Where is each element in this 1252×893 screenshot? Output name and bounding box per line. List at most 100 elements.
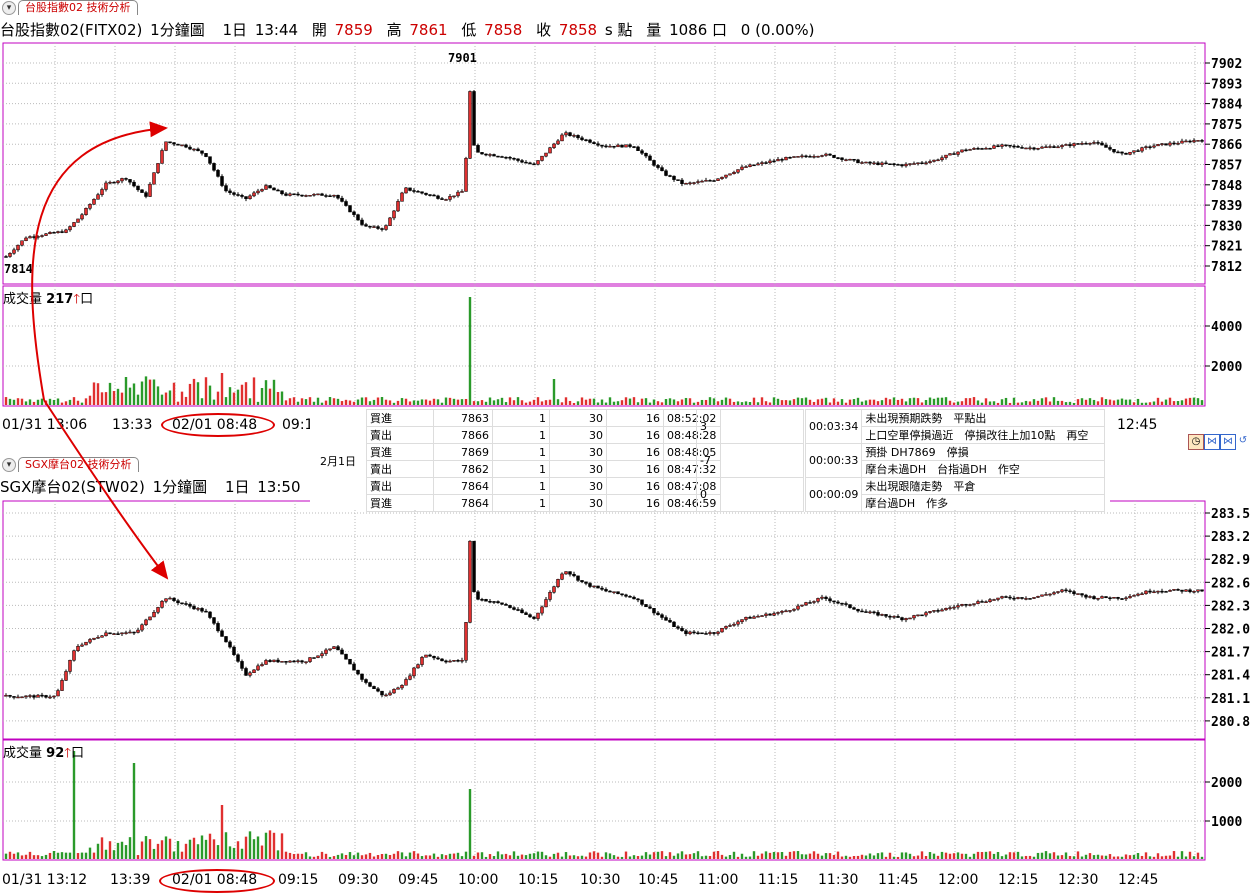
candle-body — [956, 151, 960, 155]
candle-body — [216, 623, 220, 632]
candle-body — [876, 162, 880, 165]
candle-body — [968, 149, 972, 151]
candle-body — [492, 601, 496, 603]
chart1-low-label: 低 — [461, 21, 477, 39]
volume-bar — [692, 402, 696, 405]
candle-body — [544, 599, 548, 608]
candle-body — [280, 661, 284, 663]
volume-bar — [212, 839, 216, 859]
candle-body — [280, 190, 284, 195]
volume-bar — [168, 838, 172, 859]
volume-bar — [748, 856, 752, 859]
volume-bar — [176, 401, 180, 405]
volume-bar — [344, 854, 348, 859]
volume-bar — [676, 401, 680, 405]
candle-body — [412, 190, 416, 192]
candle-body — [160, 150, 164, 164]
volume-bar — [832, 855, 836, 859]
volume-bar — [1080, 398, 1084, 405]
candle-body — [1056, 591, 1060, 593]
candle-body — [540, 606, 544, 614]
volume-bar — [468, 789, 472, 859]
chart1-tab[interactable]: 台股指數02 技術分析 — [18, 0, 138, 15]
volume-bar — [232, 392, 236, 405]
candle-body — [1024, 598, 1028, 600]
chart2-volume-label: 成交量 — [3, 746, 43, 761]
order-note: 未出現跟隨走勢 平倉 — [861, 477, 1106, 495]
volume-bar — [1176, 856, 1180, 859]
candle-body — [4, 256, 8, 258]
candle-body — [680, 628, 684, 631]
volume-bar — [668, 852, 672, 859]
candle-body — [500, 602, 504, 605]
volume-bar — [1180, 400, 1184, 405]
volume-bar — [500, 854, 504, 859]
candle-body — [320, 193, 324, 196]
candle-body — [1132, 595, 1136, 597]
volume-bar — [308, 856, 312, 859]
candle-body — [1096, 597, 1100, 600]
volume-bar — [284, 400, 288, 405]
volume-bar — [1076, 851, 1080, 859]
zoom-icon[interactable]: ⋈ — [1204, 434, 1220, 450]
volume-bar — [156, 386, 160, 405]
candle-body — [184, 603, 188, 605]
volume-bar — [764, 851, 768, 859]
candle-body — [520, 160, 524, 163]
candle-body — [372, 686, 376, 690]
candle-body — [1108, 597, 1112, 599]
order-duration: 00:00:33 — [804, 443, 863, 478]
candle-body — [1140, 147, 1144, 152]
chart1-dropdown-icon[interactable]: ▾ — [2, 1, 16, 15]
candle-body — [760, 162, 764, 165]
candle-body — [112, 181, 116, 184]
volume-bar — [956, 852, 960, 859]
volume-bar — [680, 399, 684, 405]
clock-icon[interactable]: ◷ — [1188, 434, 1204, 450]
chart2-tab[interactable]: SGX摩台02 技術分析 — [18, 457, 139, 472]
volume-bar — [492, 856, 496, 859]
candle-body — [428, 654, 432, 657]
volume-bar — [696, 401, 700, 405]
candle-body — [628, 596, 632, 598]
volume-bar — [932, 398, 936, 405]
volume-bar — [432, 398, 436, 405]
candle-body — [692, 182, 696, 184]
volume-bar — [560, 402, 564, 405]
candle-body — [420, 657, 424, 665]
candle-body — [852, 158, 856, 161]
volume-bar — [644, 852, 648, 859]
volume-bar — [1016, 851, 1020, 859]
volume-bar — [868, 853, 872, 859]
volume-bar — [840, 856, 844, 859]
candle-body — [252, 669, 256, 673]
candle-body — [864, 611, 868, 613]
candle-body — [1180, 140, 1184, 144]
volume-bar — [732, 851, 736, 859]
volume-bar — [528, 401, 532, 405]
pan-icon[interactable]: ⋈ — [1220, 434, 1236, 450]
volume-bar — [252, 377, 256, 405]
candle-body — [44, 695, 48, 698]
chart1-high-annotation: 7901 — [448, 51, 477, 65]
volume-bar — [820, 398, 824, 405]
candle-body — [1112, 597, 1116, 599]
volume-bar — [1100, 397, 1104, 405]
chart2-dropdown-icon[interactable]: ▾ — [2, 458, 16, 472]
volume-bar — [276, 850, 280, 859]
volume-bar — [1008, 402, 1012, 405]
volume-bar — [940, 851, 944, 859]
highlight-ellipse-1 — [161, 413, 275, 437]
volume-bar — [660, 851, 664, 859]
candle-body — [1048, 593, 1052, 596]
candle-body — [1176, 589, 1180, 591]
candle-body — [1016, 146, 1020, 148]
candle-body — [716, 631, 720, 634]
refresh-icon[interactable]: ↺ — [1236, 434, 1250, 448]
volume-bar — [1136, 853, 1140, 859]
order-duration: 00:03:34 — [804, 409, 863, 444]
volume-bar — [524, 855, 528, 859]
volume-bar — [1004, 854, 1008, 859]
candle-body — [924, 612, 928, 616]
volume-bar — [32, 401, 36, 405]
